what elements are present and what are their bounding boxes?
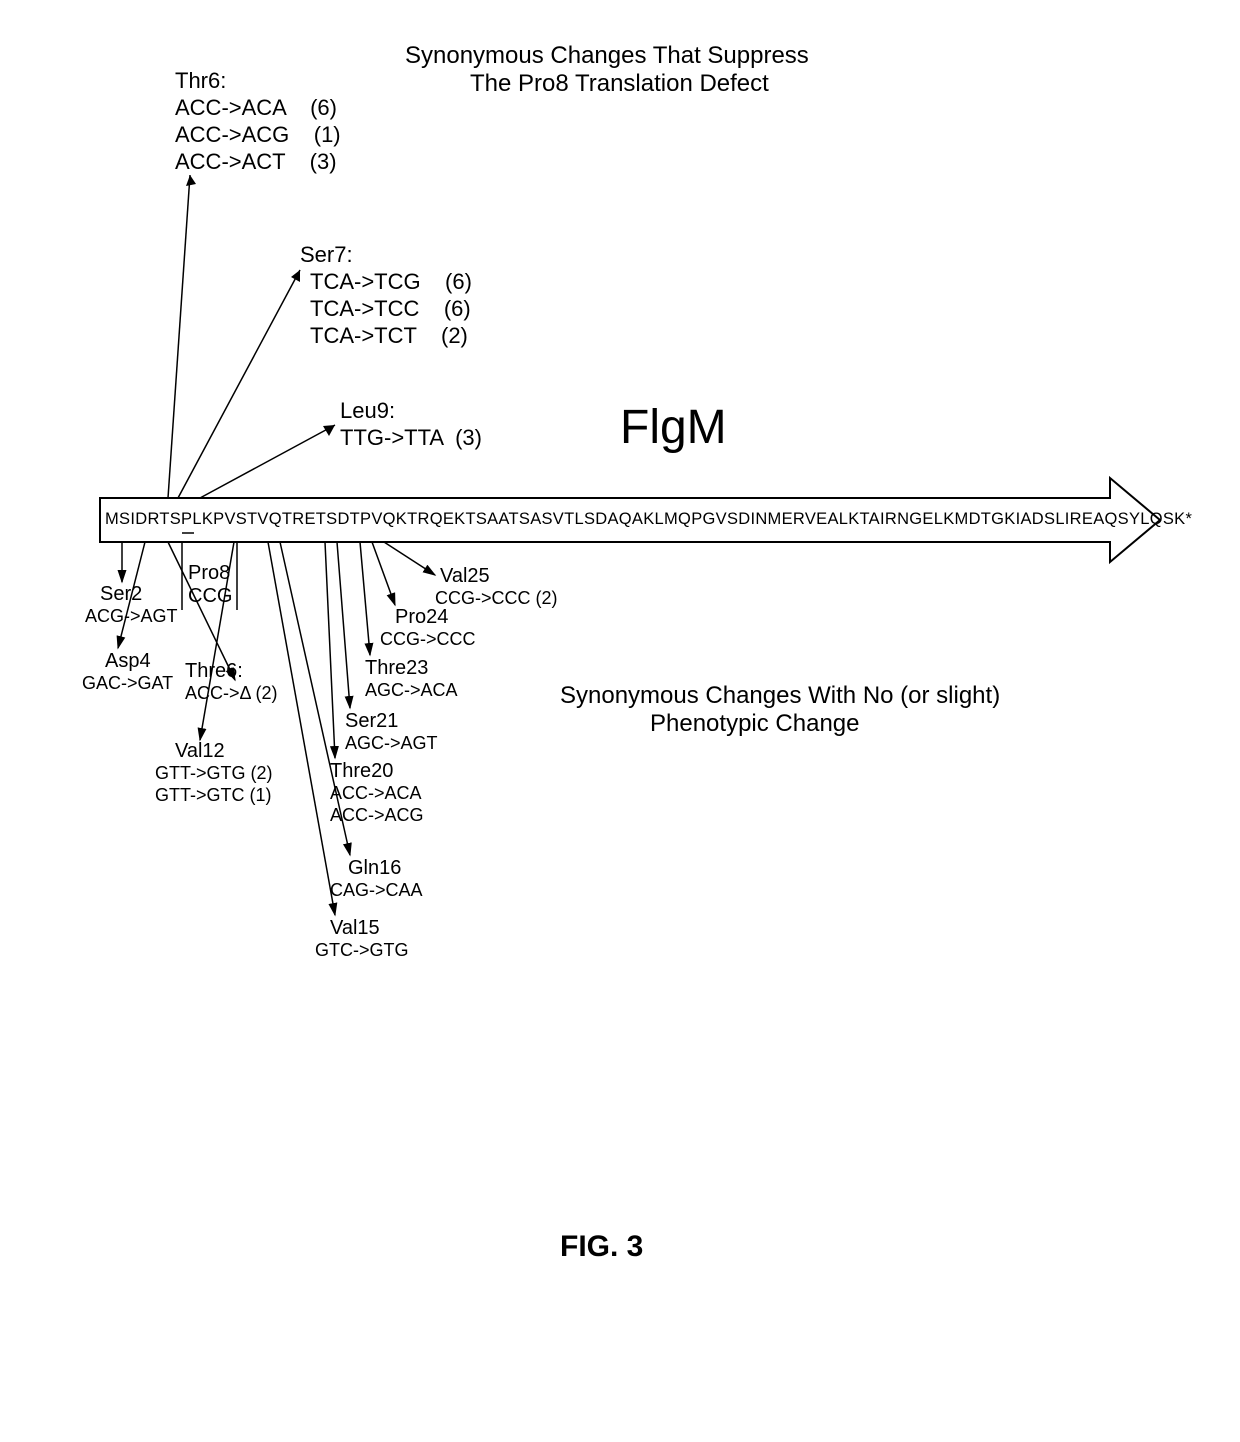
ser21-header: Ser21 (345, 710, 398, 733)
flgm-label: FlgM (620, 400, 727, 455)
leu9-line1: TTG->TTA (3) (340, 425, 482, 451)
val15-line1: GTC->GTG (315, 940, 409, 961)
title-top-line1: Synonymous Changes That Suppress (405, 42, 809, 70)
thre20-header: Thre20 (330, 760, 393, 783)
ser7-line1: TCA->TCG (6) (310, 269, 472, 295)
diagram-svg (0, 0, 1240, 1442)
pro24-header: Pro24 (395, 606, 448, 629)
protein-sequence: MSIDRTSPLKPVSTVQTRETSDTPVQKTRQEKTSAATSAS… (105, 510, 1192, 529)
pro24-line1: CCG->CCC (380, 629, 476, 650)
ser7-header: Ser7: (300, 242, 353, 268)
ser2-line1: ACG->AGT (85, 606, 178, 627)
val12-header: Val12 (175, 740, 225, 763)
title-bottom-line1: Synonymous Changes With No (or slight) (560, 682, 1000, 710)
asp4-header: Asp4 (105, 650, 151, 673)
thre20-line2: ACC->ACG (330, 805, 424, 826)
val25-line1: CCG->CCC (2) (435, 588, 558, 609)
thre20-line1: ACC->ACA (330, 783, 422, 804)
val12-line2: GTT->GTC (1) (155, 785, 272, 806)
thr6-line1: ACC->ACA (6) (175, 95, 337, 121)
val12-line1: GTT->GTG (2) (155, 763, 273, 784)
gln16-header: Gln16 (348, 857, 401, 880)
gln16-line1: CAG->CAA (330, 880, 423, 901)
thr6-header: Thr6: (175, 68, 226, 94)
ser21-line1: AGC->AGT (345, 733, 438, 754)
thre23-line1: AGC->ACA (365, 680, 458, 701)
asp4-line1: GAC->GAT (82, 673, 173, 694)
ser7-line3: TCA->TCT (2) (310, 323, 468, 349)
thre23-header: Thre23 (365, 657, 428, 680)
figure-container: Synonymous Changes That Suppress The Pro… (0, 0, 1240, 1442)
thre6d-line1: ACC->Δ (2) (185, 683, 278, 704)
pro8-line1: CCG (188, 585, 232, 608)
leu9-header: Leu9: (340, 398, 395, 424)
ser2-header: Ser2 (100, 583, 142, 606)
title-top-line2: The Pro8 Translation Defect (470, 70, 769, 98)
thr6-line2: ACC->ACG (1) (175, 122, 341, 148)
figure-caption: FIG. 3 (560, 1230, 643, 1264)
title-bottom-line2: Phenotypic Change (650, 710, 859, 738)
ser7-line2: TCA->TCC (6) (310, 296, 471, 322)
val15-header: Val15 (330, 917, 380, 940)
val25-header: Val25 (440, 565, 490, 588)
thr6-line3: ACC->ACT (3) (175, 149, 337, 175)
pro8-header: Pro8 (188, 562, 230, 585)
thre6d-header: Thre6: (185, 660, 243, 683)
